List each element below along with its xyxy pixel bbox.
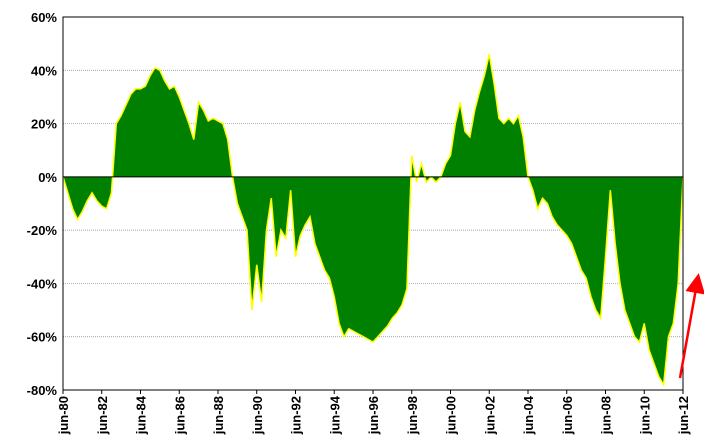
x-tick-label: jun-80 xyxy=(56,396,71,435)
x-tick-label: jun-12 xyxy=(676,396,691,435)
x-tick-label: jun-98 xyxy=(405,396,420,435)
y-tick-label: 60% xyxy=(31,10,57,25)
x-tick-label: jun-10 xyxy=(637,396,652,435)
x-tick-label: jun-84 xyxy=(134,395,149,435)
x-tick-label: jun-96 xyxy=(366,396,381,435)
area xyxy=(63,54,683,385)
y-tick-label: -20% xyxy=(27,223,58,238)
x-tick-label: jun-86 xyxy=(172,396,187,435)
y-tick-label: -40% xyxy=(27,276,58,291)
x-tick-label: jun-00 xyxy=(444,396,459,435)
x-tick-label: jun-92 xyxy=(289,396,304,435)
x-tick-label: jun-04 xyxy=(521,395,536,435)
x-tick-label: jun-90 xyxy=(250,396,265,435)
arrow xyxy=(678,273,704,379)
area-line xyxy=(62,54,684,387)
y-tick-label: -80% xyxy=(27,383,58,398)
y-tick-label: 20% xyxy=(31,117,57,132)
y-tick-label: -60% xyxy=(27,330,58,345)
x-tick-label: jun-82 xyxy=(95,396,110,435)
x-tick-label: jun-08 xyxy=(599,396,614,435)
y-tick-label: 0% xyxy=(38,170,57,185)
x-tick-label: jun-94 xyxy=(327,395,342,435)
x-tick-label: jun-88 xyxy=(211,396,226,435)
x-tick-label: jun-06 xyxy=(560,396,575,435)
x-tick-label: jun-02 xyxy=(482,396,497,435)
y-tick-label: 40% xyxy=(31,63,57,78)
